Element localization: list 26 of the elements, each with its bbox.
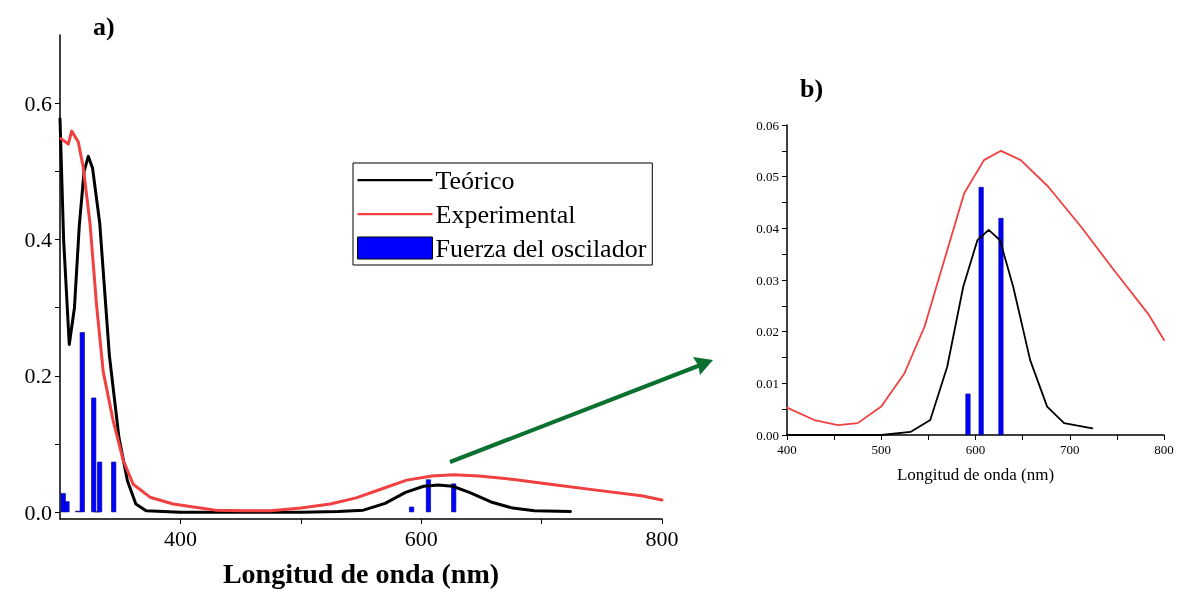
y-tick-label: 0.2 <box>24 363 52 389</box>
y-tick-label: 0.03 <box>756 272 779 288</box>
y-tick-label: 0.0 <box>24 499 52 525</box>
x-axis-title: Longitud de onda (nm) <box>896 465 1055 484</box>
chart-title: a) <box>93 11 115 41</box>
y-tick-label: 0.01 <box>756 375 779 391</box>
x-tick-label: 700 <box>1060 442 1080 457</box>
y-tick-label: 0.4 <box>24 227 52 253</box>
x-axis-title: Longitud de onda (nm) <box>222 557 500 589</box>
x-tick-label: 800 <box>645 525 679 551</box>
legend-label: Experimental <box>435 199 576 229</box>
y-tick-label: 0.05 <box>756 169 779 185</box>
y-tick-label: 0.6 <box>24 90 52 116</box>
y-tick-label: 0.02 <box>756 324 779 340</box>
x-tick-label: 400 <box>163 525 197 551</box>
chart-title: b) <box>800 73 824 103</box>
x-tick-label: 400 <box>777 442 797 457</box>
x-tick-label: 600 <box>404 525 438 551</box>
legend-label: Teórico <box>435 165 515 195</box>
y-tick-label: 0.04 <box>756 220 780 236</box>
legend-label: Fuerza del oscilador <box>435 233 647 263</box>
x-tick-label: 600 <box>965 442 986 457</box>
y-tick-label: 0.06 <box>756 117 780 133</box>
y-tick-label: 0.00 <box>756 427 779 443</box>
x-tick-label: 500 <box>871 442 891 457</box>
x-tick-label: 800 <box>1154 442 1174 457</box>
